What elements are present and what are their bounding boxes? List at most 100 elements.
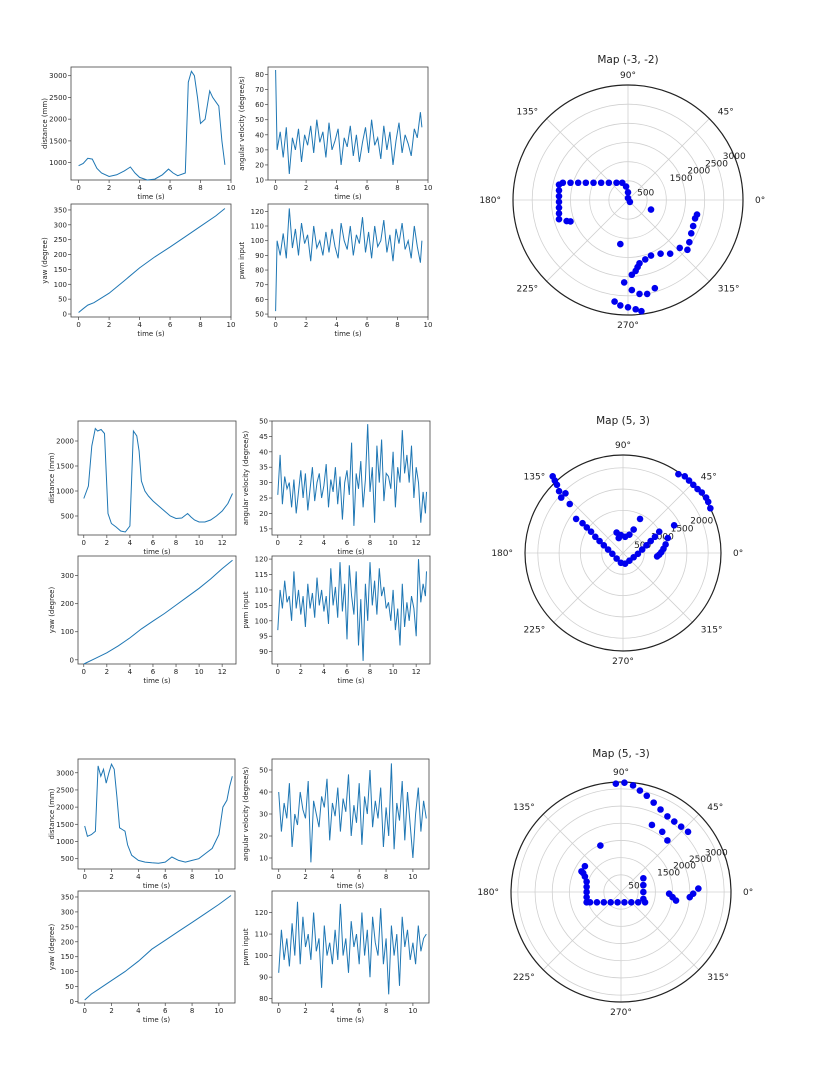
- angular-grid-line: [627, 199, 710, 282]
- scatter-point: [615, 534, 623, 542]
- x-tick-label: 2: [303, 873, 307, 881]
- angular-grid-line: [546, 118, 629, 201]
- scatter-point: [636, 787, 644, 794]
- y-tick-label: 60: [255, 296, 264, 304]
- scatter-point: [695, 885, 702, 892]
- scatter-point: [582, 179, 590, 187]
- scatter-point: [593, 899, 601, 906]
- scatter-point: [691, 215, 699, 222]
- scatter-point: [579, 519, 586, 527]
- scatter-point: [664, 837, 671, 844]
- x-axis-label: time (s): [337, 882, 364, 890]
- scatter-point: [670, 818, 678, 825]
- angular-grid-line: [546, 199, 629, 282]
- x-tick-label: 0: [82, 539, 86, 547]
- scatter-point: [689, 222, 697, 230]
- radial-tick-label: 2500: [689, 855, 712, 865]
- scatter-point: [672, 897, 680, 904]
- scatter-point: [651, 284, 659, 292]
- y-tick-label: 1000: [56, 838, 74, 846]
- x-tick-label: 4: [128, 668, 133, 676]
- radial-tick-label: 1500: [657, 868, 680, 878]
- radial-tick-label: 2500: [705, 159, 728, 169]
- line-chart-7: 0 2 4 6 8 10 12 0 100 200 300 time (s) yaw (degree): [48, 555, 237, 685]
- angle-label: 225°: [513, 973, 535, 983]
- line-chart-13: 0 2 4 6 8 10 80 90 100 110 120 time (s) pwm input: [242, 890, 430, 1024]
- scatter-point: [686, 238, 693, 246]
- scatter-point: [629, 782, 637, 789]
- x-tick-label: 8: [368, 668, 372, 676]
- scatter-point: [583, 893, 590, 901]
- radial-tick-label: 2000: [687, 167, 710, 177]
- scatter-point: [666, 250, 674, 257]
- angle-label: 45°: [718, 108, 734, 118]
- scatter-point: [605, 179, 613, 187]
- x-axis-label: time (s): [337, 1016, 364, 1024]
- x-tick-label: 2: [105, 539, 109, 547]
- scatter-point: [590, 179, 597, 187]
- scatter-point: [566, 500, 574, 508]
- x-tick-label: 8: [198, 321, 202, 329]
- angle-label: 90°: [615, 441, 631, 451]
- scatter-point: [677, 823, 685, 830]
- angle-label: 225°: [524, 625, 546, 635]
- x-tick-label: 12: [218, 539, 227, 547]
- x-tick-label: 6: [357, 873, 362, 881]
- scatter-point: [624, 304, 632, 311]
- y-tick-label: 10: [259, 855, 268, 863]
- y-tick-label: 50: [255, 311, 264, 319]
- radial-tick-label: 500: [634, 541, 651, 551]
- scatter-point: [574, 179, 582, 187]
- scatter-point: [640, 895, 647, 903]
- angular-grid-line: [620, 891, 700, 971]
- y-tick-label: 50: [259, 418, 268, 426]
- scatter-point: [664, 813, 671, 820]
- x-axis-label: time (s): [137, 193, 164, 201]
- y-tick-label: 30: [255, 146, 264, 154]
- scatter-point: [684, 828, 692, 836]
- angle-label: 270°: [612, 657, 634, 667]
- y-tick-label: 105: [255, 602, 268, 610]
- x-tick-label: 0: [76, 184, 80, 192]
- y-tick-label: 1000: [49, 159, 67, 167]
- y-tick-label: 1500: [56, 821, 74, 829]
- x-tick-label: 4: [330, 1007, 335, 1015]
- angular-grid-line: [553, 552, 624, 623]
- scatter-point: [604, 546, 612, 553]
- x-tick-label: 2: [105, 668, 109, 676]
- x-tick-label: 2: [299, 539, 303, 547]
- y-tick-label: 2000: [49, 116, 67, 124]
- radial-tick-label: 1500: [670, 174, 693, 184]
- scatter-point: [676, 244, 684, 252]
- y-tick-label: 20: [259, 833, 268, 841]
- scatter-point: [628, 286, 636, 294]
- y-tick-label: 200: [54, 251, 67, 259]
- x-tick-label: 8: [174, 668, 178, 676]
- y-tick-label: 250: [61, 923, 74, 931]
- plot-frame: [70, 66, 232, 181]
- x-tick-label: 4: [137, 184, 142, 192]
- scatter-point: [572, 515, 580, 523]
- scatter-point: [557, 494, 565, 501]
- angle-label: 45°: [701, 473, 717, 483]
- x-tick-label: 10: [195, 668, 204, 676]
- y-tick-label: 115: [255, 571, 268, 579]
- y-tick-label: 40: [259, 448, 268, 456]
- x-tick-label: 4: [334, 184, 339, 192]
- scatter-point: [592, 533, 599, 541]
- y-tick-label: 50: [65, 983, 74, 991]
- y-tick-label: 150: [54, 266, 67, 274]
- x-axis-label: time (s): [334, 330, 361, 338]
- x-tick-label: 2: [107, 184, 111, 192]
- x-axis-label: time (s): [337, 548, 364, 556]
- scatter-point: [583, 878, 590, 885]
- x-tick-label: 10: [214, 1007, 223, 1015]
- x-tick-label: 4: [322, 539, 327, 547]
- scatter-point: [684, 246, 691, 254]
- y-tick-label: 120: [251, 208, 264, 216]
- polar-frame: [512, 84, 744, 316]
- radial-tick-label: 1500: [671, 525, 694, 535]
- y-tick-label: 110: [251, 223, 264, 231]
- x-tick-label: 0: [276, 1007, 280, 1015]
- line-chart-8: 0 2 4 6 8 10 12 90 95 100 105 110 115 120 time (s) pwm …: [242, 556, 431, 685]
